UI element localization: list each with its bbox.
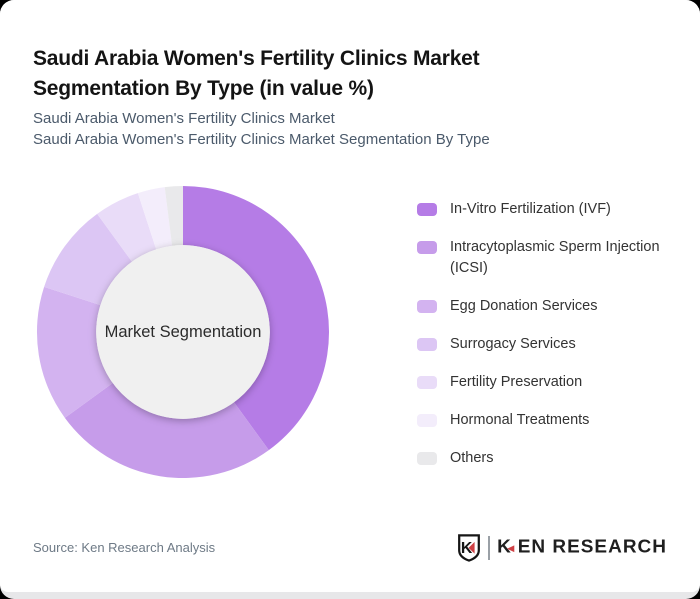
- red-triangle-icon: ◄: [504, 541, 517, 555]
- logo-k: K: [497, 537, 512, 558]
- legend-label: In-Vitro Fertilization (IVF): [450, 201, 611, 217]
- legend-label: Fertility Preservation: [450, 374, 583, 390]
- subtitle-line-2: Saudi Arabia Women's Fertility Clinics M…: [33, 131, 490, 148]
- donut-segment-2[interactable]: [36, 286, 113, 418]
- svg-text:K: K: [461, 540, 473, 557]
- legend-item-6[interactable]: Others: [417, 448, 667, 469]
- legend-swatch: [417, 338, 437, 351]
- logo-wordmark: K◄EN RESEARCH: [497, 538, 667, 559]
- legend-item-4[interactable]: Fertility Preservation: [417, 372, 667, 393]
- donut-segment-1[interactable]: [64, 383, 269, 479]
- legend-label: Surrogacy Services: [450, 336, 576, 352]
- legend-label: Egg Donation Services: [450, 298, 598, 314]
- legend-swatch: [417, 241, 437, 254]
- logo-divider: [488, 536, 491, 560]
- legend-swatch: [417, 414, 437, 427]
- donut-chart[interactable]: [35, 184, 331, 480]
- legend: In-Vitro Fertilization (IVF) Intracytopla…: [417, 199, 667, 469]
- donut-segment-0[interactable]: [183, 185, 330, 451]
- legend-label: Others: [450, 450, 494, 466]
- page-title: Saudi Arabia Women's Fertility Clinics M…: [33, 47, 480, 101]
- donut-chart-area: Market Segmentation: [35, 184, 331, 480]
- donut-segment-5[interactable]: [137, 187, 173, 250]
- legend-swatch: [417, 203, 437, 216]
- donut-segment-6[interactable]: [164, 185, 183, 246]
- logo-rest: EN RESEARCH: [517, 537, 667, 558]
- legend-swatch: [417, 452, 437, 465]
- legend-item-2[interactable]: Egg Donation Services: [417, 296, 667, 317]
- legend-label: Intracytoplasmic Sperm Injection (ICSI): [450, 239, 660, 276]
- subtitle-line-1: Saudi Arabia Women's Fertility Clinics M…: [33, 110, 335, 127]
- source-text: Source: Ken Research Analysis: [33, 540, 216, 555]
- legend-item-1[interactable]: Intracytoplasmic Sperm Injection (ICSI): [417, 237, 667, 279]
- legend-label: Hormonal Treatments: [450, 412, 590, 428]
- subtitle: Saudi Arabia Women's Fertility Clinics M…: [33, 108, 490, 150]
- donut-segment-4[interactable]: [97, 193, 157, 262]
- ken-research-logo: K K◄EN RESEARCH: [456, 534, 667, 562]
- legend-swatch: [417, 300, 437, 313]
- donut-hole: [96, 245, 270, 419]
- legend-swatch: [417, 376, 437, 389]
- legend-item-3[interactable]: Surrogacy Services: [417, 334, 667, 355]
- shield-k-icon: K: [458, 534, 480, 562]
- donut-segment-3[interactable]: [44, 213, 132, 306]
- legend-item-0[interactable]: In-Vitro Fertilization (IVF): [417, 199, 667, 220]
- legend-item-5[interactable]: Hormonal Treatments: [417, 410, 667, 431]
